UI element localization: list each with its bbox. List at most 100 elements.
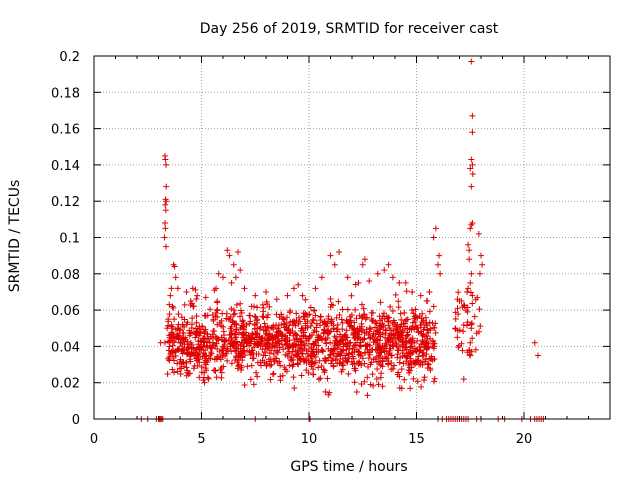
data-point-cloud [407,385,414,392]
data-point-cloud [231,340,238,347]
data-point-cloud [414,337,421,344]
data-point-cloud [198,338,205,345]
data-point-cloud [454,305,461,312]
data-point [469,292,476,299]
data-point-cloud [364,392,371,399]
data-point-cloud [313,328,320,335]
data-point [478,252,484,259]
data-point-cloud [250,355,257,362]
data-point-cloud [170,353,177,360]
data-point-cloud [171,349,178,356]
data-point-cloud [303,367,310,374]
data-point-cloud [227,331,234,338]
data-point-cloud [375,342,382,349]
data-point-cloud [309,348,316,355]
data-point-cloud [370,317,377,324]
data-point-cloud [252,313,259,320]
data-point-cloud [295,314,302,321]
data-point-cloud [376,337,383,344]
data-point-cloud [262,323,269,330]
data-point-cloud [303,347,310,354]
data-point-cloud [269,340,276,347]
data-point-cloud [379,383,386,390]
data-point-cloud [297,356,304,363]
data-point-cloud [467,289,474,296]
data-point-cloud [273,348,280,355]
data-point-cloud [257,342,264,349]
data-point-cloud [373,358,380,365]
data-point-cloud [300,358,307,365]
data-point-cloud [271,344,278,351]
data-point-cloud [469,300,476,307]
data-point-cloud [257,362,264,369]
data-point-cloud [382,330,389,337]
data-point-cloud [184,343,191,350]
data-point [436,252,443,259]
data-point-cloud [472,346,479,353]
data-point-cloud [336,331,343,338]
data-point [417,292,424,299]
data-point-cloud [229,319,236,326]
data-point-cloud [184,319,191,326]
data-point-cloud [411,315,418,322]
data-point-cloud [333,353,340,360]
data-point-cloud [336,311,343,318]
data-point-cloud [204,335,211,342]
data-point-cloud [460,322,467,329]
data-point [402,279,409,286]
data-point [467,225,474,232]
data-point-cloud [310,341,317,348]
data-point-cloud [187,370,194,377]
data-point-cloud [283,326,290,333]
data-point-cloud [395,369,402,376]
data-point-cloud [319,336,326,343]
data-point-cloud [301,313,308,320]
data-point-cloud [360,336,367,343]
data-point-cloud [432,329,439,336]
data-point-cloud [464,304,471,311]
data-point [374,270,381,277]
data-point-cloud [198,343,205,350]
data-point-cloud [328,318,335,325]
data-point-cloud [312,312,319,319]
data-point-cloud [241,352,248,359]
data-point-cloud [347,322,354,329]
data-point [220,274,226,281]
data-point-cloud [395,298,402,305]
data-point-cloud [363,330,370,337]
data-point [163,198,170,205]
data-point-cloud [223,310,230,317]
data-point-cloud [345,355,352,362]
data-point-cloud [351,319,358,326]
data-point-cloud [198,369,205,376]
y-tick-label: 0.16 [51,123,80,138]
data-point-cloud [310,366,317,373]
data-point-cloud [353,388,360,395]
data-point [396,279,403,286]
data-point-cloud [326,352,333,359]
data-point-cloud [325,315,332,322]
data-point-cloud [244,363,251,370]
data-point-cloud [184,338,191,345]
data-point-cloud [228,348,235,355]
data-point-cloud [346,323,353,330]
data-point-cloud [207,352,214,359]
data-point-cloud [270,350,277,357]
data-point-cloud [403,340,410,347]
data-point-cloud [178,314,185,321]
data-point-cloud [286,362,293,369]
data-point-cloud [398,321,405,328]
data-point-cloud [320,366,327,373]
data-point [468,58,475,65]
data-point [465,241,472,248]
data-point-cloud [325,331,332,338]
data-point [464,288,471,295]
y-tick-label: 0.08 [51,268,80,283]
data-point-cloud [252,331,259,338]
data-point-cloud [390,327,397,334]
data-point-cloud [177,371,184,378]
data-point-cloud [273,329,280,336]
data-point-cloud [280,346,287,353]
data-point-cloud [181,341,188,348]
